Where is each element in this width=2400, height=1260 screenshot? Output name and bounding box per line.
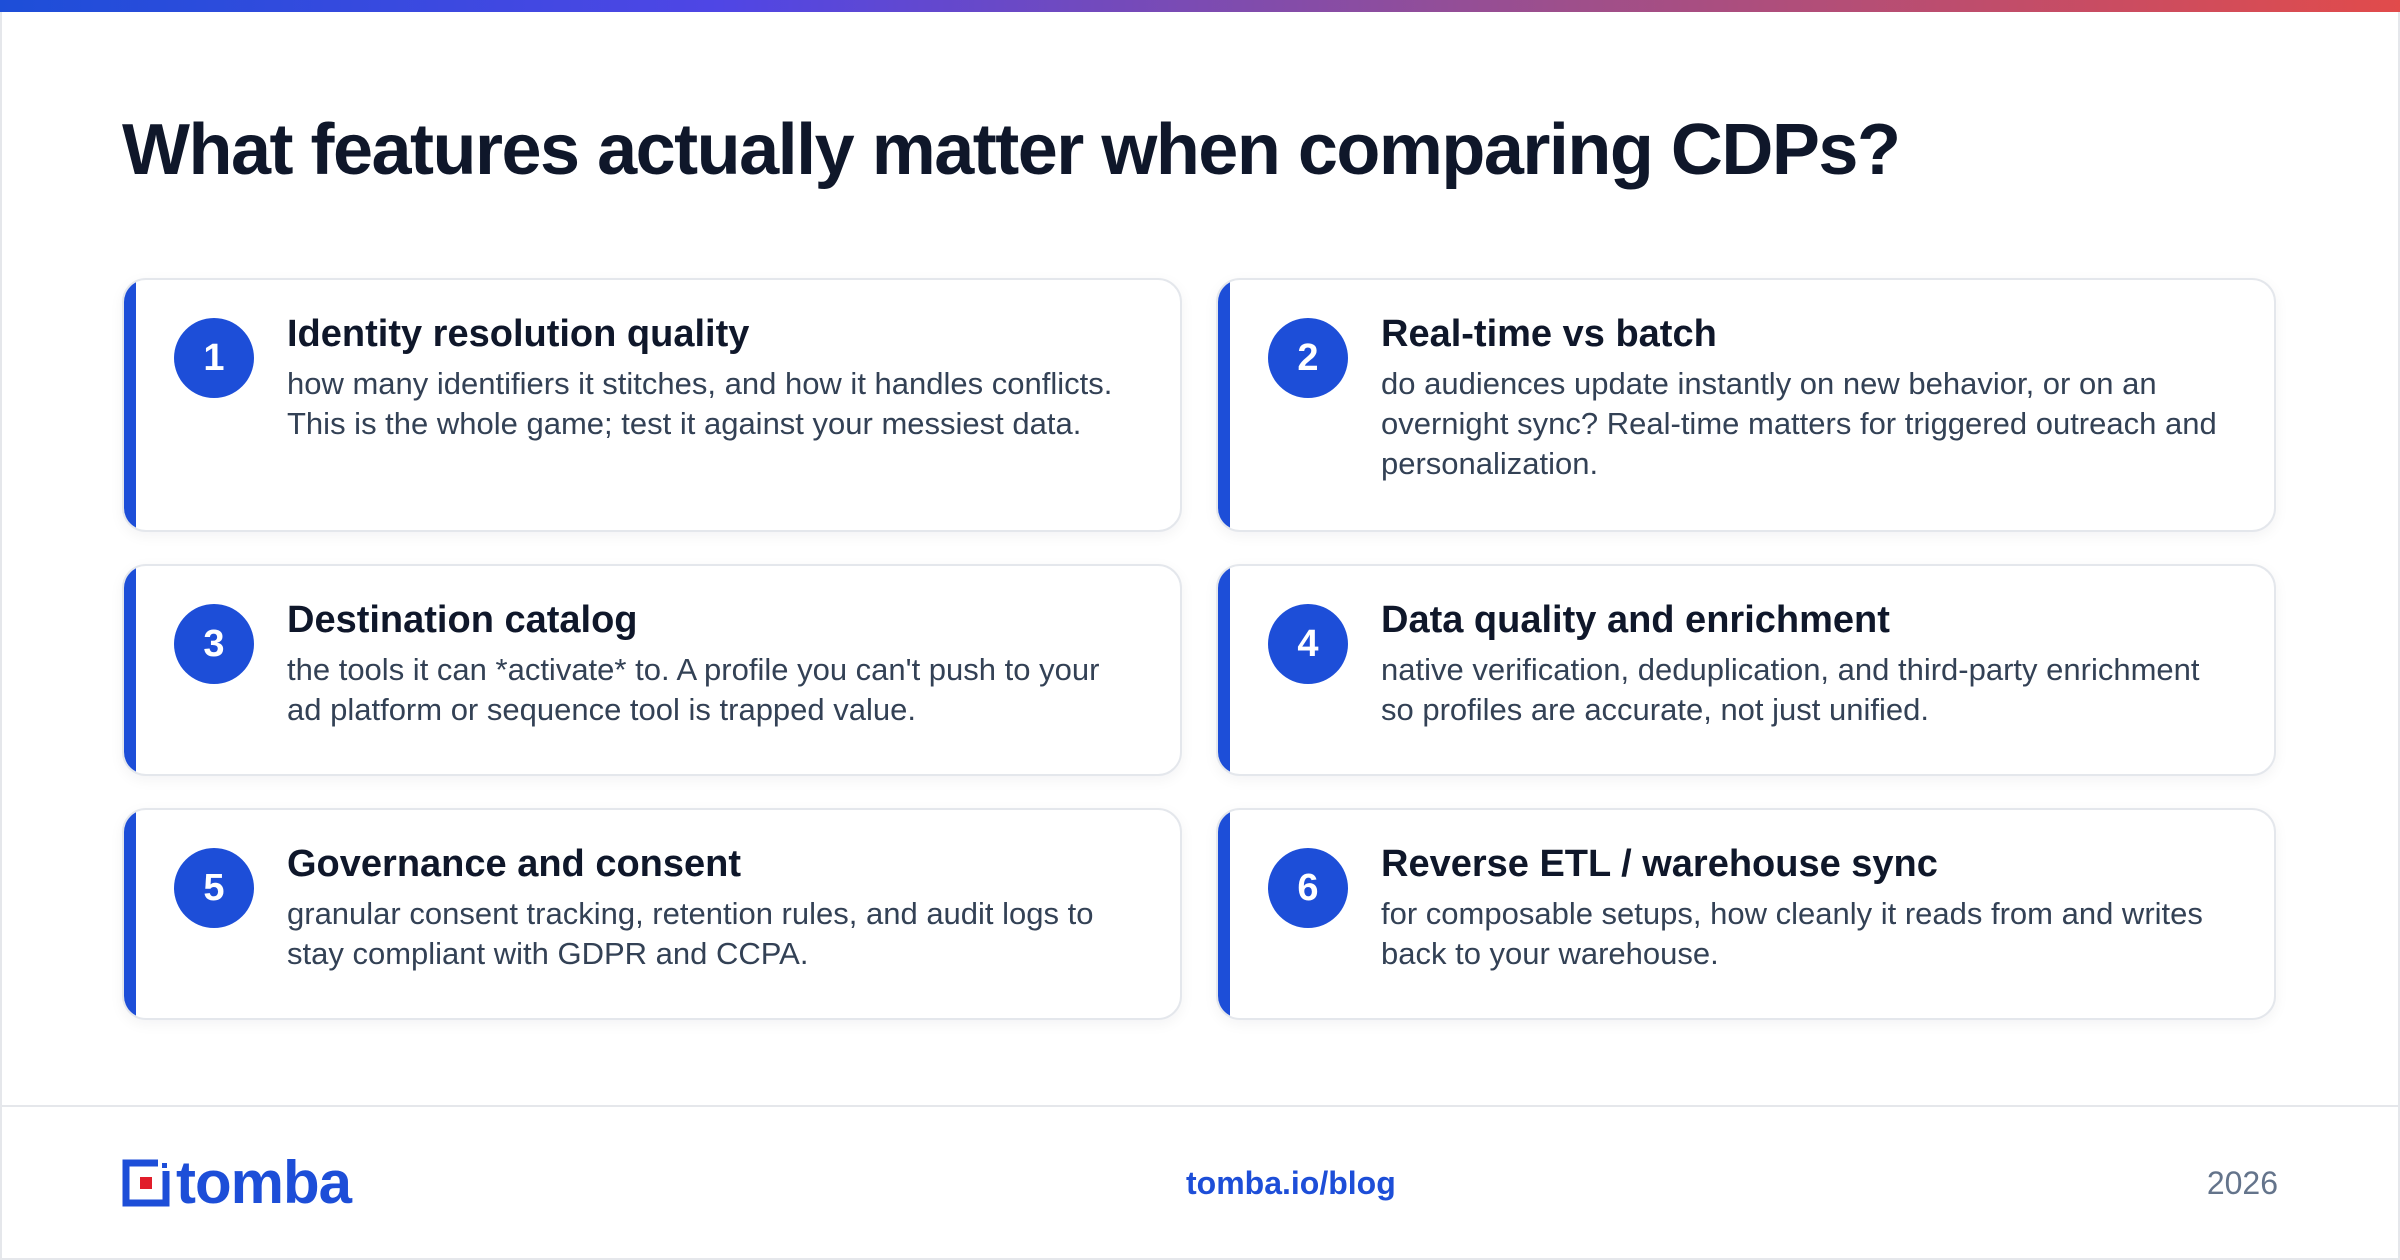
feature-number-badge: 4 <box>1268 604 1348 684</box>
feature-card-5: 5 Governance and consent granular consen… <box>122 808 1182 1020</box>
feature-description: for composable setups, how cleanly it re… <box>1381 896 2203 971</box>
blog-link[interactable]: tomba.io/blog <box>1186 1165 1396 1201</box>
feature-title: Identity resolution quality <box>287 313 750 355</box>
feature-number-badge: 3 <box>174 604 254 684</box>
feature-description: native verification, deduplication, and … <box>1381 652 2200 727</box>
feature-description: how many identifiers it stitches, and ho… <box>287 366 1113 441</box>
footer-divider <box>0 1105 2400 1107</box>
feature-card-4: 4 Data quality and enrichment native ver… <box>1216 564 2276 776</box>
feature-card-2: 2 Real-time vs batch do audiences update… <box>1216 278 2276 532</box>
feature-description: do audiences update instantly on new beh… <box>1381 366 2217 481</box>
feature-title: Real-time vs batch <box>1381 313 1717 355</box>
feature-card-1: 1 Identity resolution quality how many i… <box>122 278 1182 532</box>
gradient-top-bar <box>0 0 2400 12</box>
feature-title: Data quality and enrichment <box>1381 599 1890 641</box>
tomba-logo[interactable]: tomba <box>122 1149 352 1216</box>
feature-number-badge: 6 <box>1268 848 1348 928</box>
feature-card-3: 3 Destination catalog the tools it can *… <box>122 564 1182 776</box>
logo-wordmark: tomba <box>176 1149 352 1216</box>
feature-card-6: 6 Reverse ETL / warehouse sync for compo… <box>1216 808 2276 1020</box>
tomba-logo-icon <box>122 1159 170 1207</box>
feature-number-badge: 2 <box>1268 318 1348 398</box>
feature-description: granular consent tracking, retention rul… <box>287 896 1094 971</box>
feature-title: Governance and consent <box>287 843 742 885</box>
page-title: What features actually matter when compa… <box>122 110 1901 190</box>
feature-number-badge: 5 <box>174 848 254 928</box>
feature-title: Destination catalog <box>287 599 638 641</box>
feature-description: the tools it can *activate* to. A profil… <box>287 652 1100 727</box>
footer-year: 2026 <box>2206 1165 2278 1201</box>
feature-number-badge: 1 <box>174 318 254 398</box>
feature-title: Reverse ETL / warehouse sync <box>1381 843 1938 885</box>
